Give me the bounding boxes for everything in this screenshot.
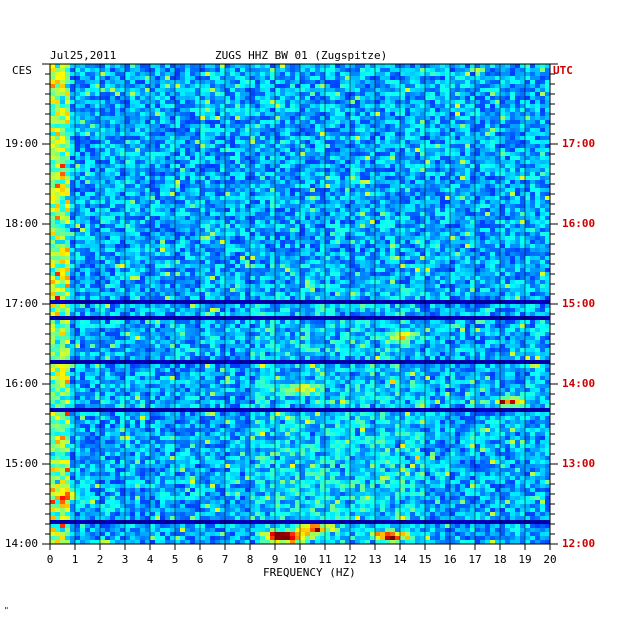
chart-date: Jul25,2011 (50, 49, 117, 62)
y-tick-label-left: 18:00 (4, 217, 38, 230)
x-tick-label: 11 (318, 553, 332, 566)
x-tick-label: 6 (196, 553, 204, 566)
x-tick-label: 19 (518, 553, 532, 566)
y-tick-label-left: 14:00 (4, 537, 38, 550)
x-tick-label: 10 (293, 553, 307, 566)
right-timezone-label: UTC (553, 64, 573, 77)
axis-ticks (42, 63, 558, 550)
x-tick-label: 0 (46, 553, 54, 566)
y-tick-label-right: 13:00 (562, 457, 596, 470)
x-tick-label: 9 (271, 553, 279, 566)
y-tick-label-right: 17:00 (562, 137, 596, 150)
spectrogram-cells (50, 64, 550, 544)
x-tick-label: 14 (393, 553, 407, 566)
x-tick-label: 18 (493, 553, 507, 566)
x-tick-label: 17 (468, 553, 482, 566)
x-tick-label: 7 (221, 553, 229, 566)
y-tick-label-left: 17:00 (4, 297, 38, 310)
x-tick-label: 16 (443, 553, 457, 566)
y-tick-label-right: 16:00 (562, 217, 596, 230)
x-tick-label: 2 (96, 553, 104, 566)
x-tick-label: 13 (368, 553, 382, 566)
y-tick-label-left: 15:00 (4, 457, 38, 470)
spectrogram-grid (74, 64, 526, 544)
x-tick-label: 20 (543, 553, 557, 566)
x-axis-label: FREQUENCY (HZ) (263, 566, 356, 579)
y-tick-label-left: 16:00 (4, 377, 38, 390)
x-tick-label: 12 (343, 553, 357, 566)
y-tick-label-left: 19:00 (4, 137, 38, 150)
y-tick-label-right: 12:00 (562, 537, 596, 550)
y-tick-label-right: 14:00 (562, 377, 596, 390)
footer-mark: " (4, 606, 9, 615)
x-tick-label: 15 (418, 553, 432, 566)
x-tick-label: 4 (146, 553, 154, 566)
chart-title: ZUGS HHZ BW 01 (Zugspitze) (215, 49, 388, 62)
x-tick-label: 1 (71, 553, 79, 566)
x-tick-label: 8 (246, 553, 254, 566)
plot-frame (49, 63, 551, 545)
x-tick-label: 5 (171, 553, 179, 566)
left-timezone-label: CES (12, 64, 32, 77)
y-tick-label-right: 15:00 (562, 297, 596, 310)
x-tick-label: 3 (121, 553, 129, 566)
